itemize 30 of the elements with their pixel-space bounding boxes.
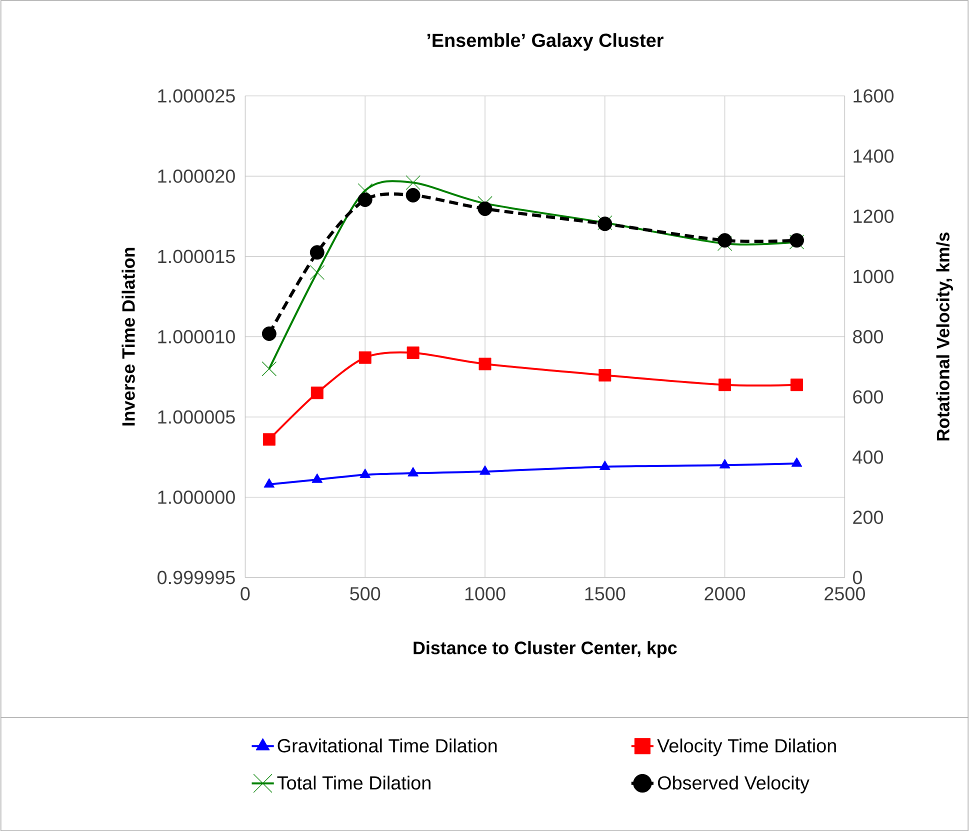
y-tick-label: 0.999995 bbox=[158, 570, 235, 584]
x-tick-label: 0 bbox=[240, 586, 250, 600]
y-tick-label: 1.000025 bbox=[158, 89, 235, 102]
x-tick-label: 1500 bbox=[585, 586, 626, 600]
y-tick-label: 1.000005 bbox=[158, 410, 235, 424]
y2-tick-label: 200 bbox=[853, 510, 884, 524]
y-axis-title: Inverse Time Dilation bbox=[122, 248, 135, 426]
y2-tick-label: 1400 bbox=[854, 149, 894, 163]
y2-tick-label: 800 bbox=[853, 330, 884, 344]
y2-tick-label: 0 bbox=[852, 570, 862, 584]
y2-tick-label: 600 bbox=[853, 390, 884, 404]
y2-axis-title: Rotational Velocity, km/s bbox=[936, 232, 953, 440]
legend-label: Gravitational Time Dilation bbox=[278, 738, 497, 752]
y2-tick-label: 1000 bbox=[854, 270, 894, 284]
x-tick-label: 500 bbox=[350, 586, 380, 600]
legend-label: Observed Velocity bbox=[658, 776, 810, 794]
chart-title: ’Ensemble’ Galaxy Cluster bbox=[427, 32, 664, 51]
y2-tick-label: 1200 bbox=[854, 209, 894, 223]
y2-tick-label: 400 bbox=[852, 450, 884, 464]
legend-label: Total Time Dilation bbox=[277, 776, 430, 790]
y2-tick-label: 1600 bbox=[854, 89, 894, 102]
x-tick-label: 2500 bbox=[824, 586, 865, 600]
y-tick-label: 1.000015 bbox=[158, 250, 235, 263]
y-tick-label: 1.000020 bbox=[158, 169, 235, 183]
x-tick-label: 1000 bbox=[465, 586, 506, 600]
y-tick-label: 1.000000 bbox=[158, 490, 235, 504]
y-tick-label: 1.000010 bbox=[158, 330, 235, 344]
x-axis-title: Distance to Cluster Center, kpc bbox=[414, 640, 677, 658]
x-tick-label: 2000 bbox=[704, 586, 746, 600]
legend-label: Velocity Time Dilation bbox=[657, 738, 836, 756]
